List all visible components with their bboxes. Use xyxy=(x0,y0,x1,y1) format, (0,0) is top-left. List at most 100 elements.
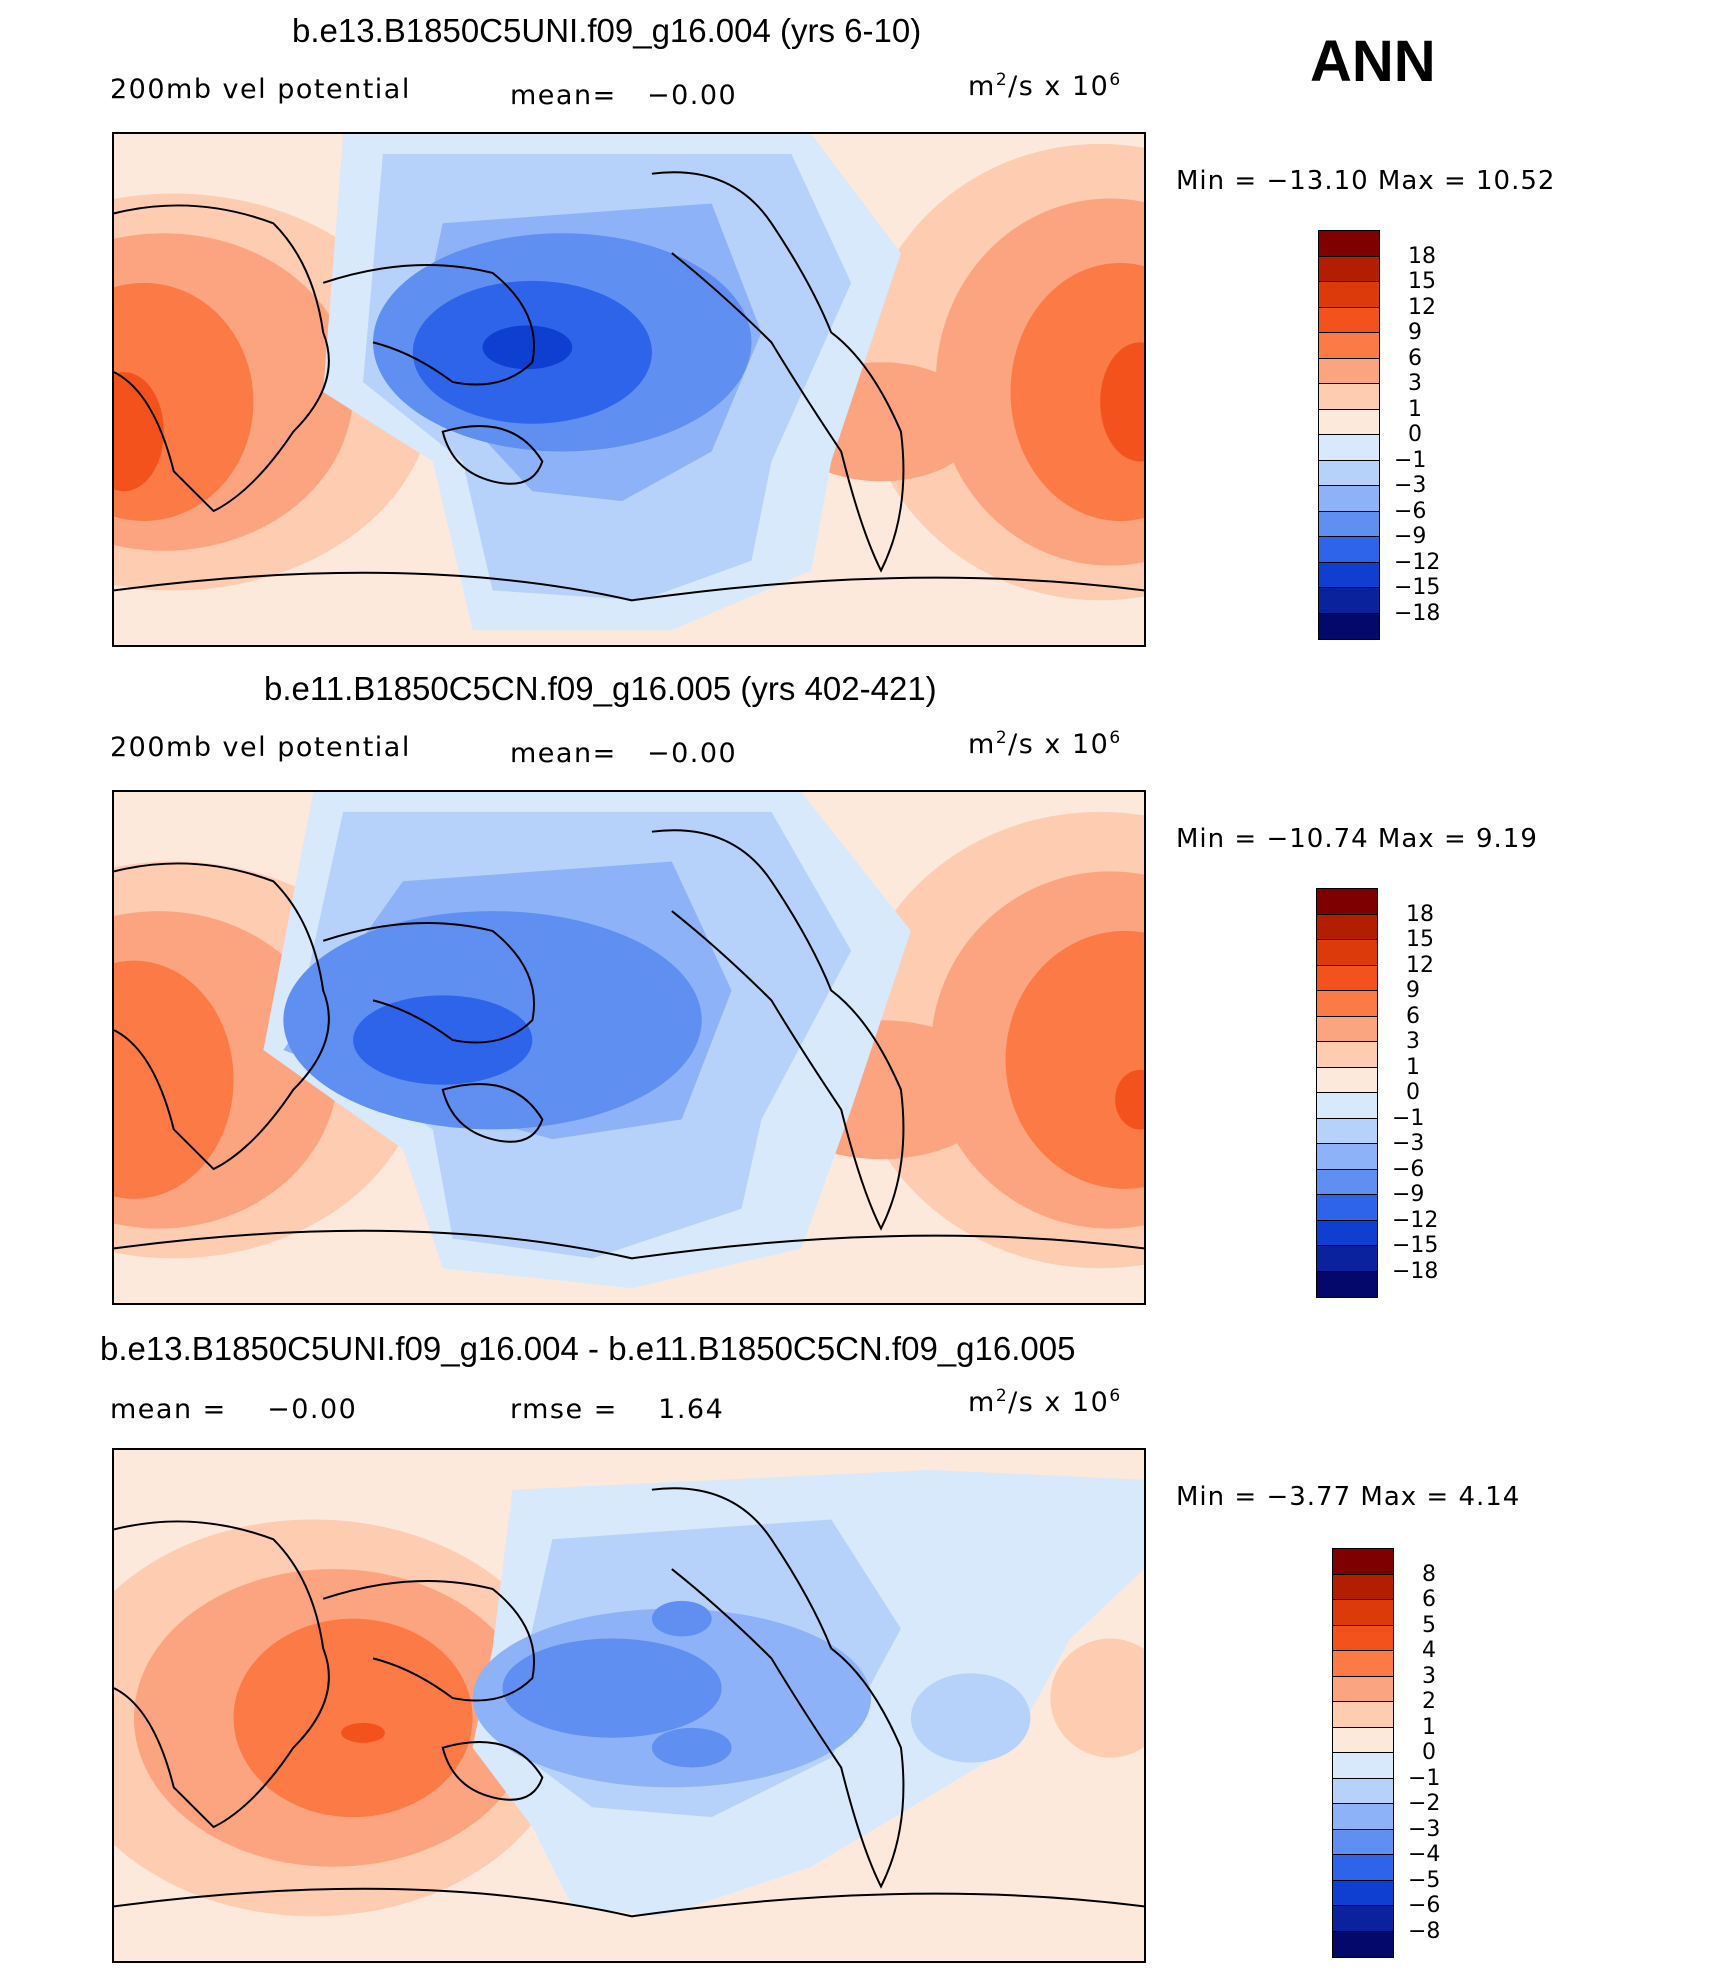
panel-2-variable-label: 200mb vel potential xyxy=(110,732,411,763)
panel-1-mean-label: mean= xyxy=(510,80,617,111)
colorbar-swatch xyxy=(1316,1270,1378,1298)
colorbar-swatch xyxy=(1318,536,1380,563)
panel-3-title: b.e13.B1850C5UNI.f09_g16.004 - b.e11.B18… xyxy=(100,1330,1076,1367)
colorbar-level-label: −6 xyxy=(1392,1156,1425,1182)
colorbar-swatch xyxy=(1318,485,1380,512)
colorbar-swatch xyxy=(1332,1650,1394,1677)
colorbar-level-label: −8 xyxy=(1408,1918,1441,1944)
colorbar-swatch xyxy=(1318,281,1380,308)
colorbar-level-label: 0 xyxy=(1406,1080,1420,1105)
panel-3-colorbar: 8 6 5 4 3 2 1 0 −1 −2 −3 −4 −5 −6 −8 xyxy=(1332,1548,1482,1958)
colorbar-swatch xyxy=(1318,561,1380,589)
colorbar-level-label: 9 xyxy=(1406,978,1420,1003)
colorbar-level-label: 15 xyxy=(1406,927,1434,952)
colorbar-swatch xyxy=(1318,612,1380,640)
panel-2-mean: mean= −0.00 xyxy=(510,738,737,769)
colorbar-swatch xyxy=(1332,1726,1394,1754)
colorbar-level-label: −12 xyxy=(1394,549,1441,575)
colorbar-level-label: −1 xyxy=(1392,1105,1425,1131)
colorbar-level-label: −1 xyxy=(1394,447,1427,473)
colorbar-level-label: −4 xyxy=(1408,1842,1441,1867)
colorbar-level-label: −3 xyxy=(1394,473,1427,498)
colorbar-level-label: 0 xyxy=(1422,1740,1436,1765)
panel-1-colorbar: 18 15 12 9 6 3 1 0 −1 −3 −6 −9 −12 −15 −18 xyxy=(1318,230,1468,640)
panel-2-map xyxy=(112,790,1146,1305)
colorbar-level-label: 1 xyxy=(1422,1714,1436,1740)
panel-2-units: m2/s x 106 xyxy=(968,728,1122,760)
colorbar-level-label: 12 xyxy=(1406,952,1434,978)
colorbar-swatch xyxy=(1332,1803,1394,1830)
colorbar-level-label: −6 xyxy=(1408,1893,1441,1918)
panel-1-map xyxy=(112,132,1146,647)
colorbar-level-label: 3 xyxy=(1408,371,1422,396)
panel-3-map xyxy=(112,1448,1146,1963)
panel-3-mean-value: −0.00 xyxy=(267,1394,358,1425)
colorbar-level-label: 6 xyxy=(1406,1003,1420,1029)
colorbar-swatch xyxy=(1332,1930,1394,1958)
colorbar-swatch xyxy=(1316,1143,1378,1170)
colorbar-level-label: −15 xyxy=(1394,575,1441,600)
colorbar-swatch xyxy=(1332,1573,1394,1601)
colorbar-swatch xyxy=(1332,1752,1394,1779)
colorbar-level-label: −12 xyxy=(1392,1207,1439,1233)
panel-3-mean: mean = −0.00 xyxy=(110,1394,357,1425)
colorbar-level-label: −6 xyxy=(1394,498,1427,524)
panel-2-title: b.e11.B1850C5CN.f09_g16.005 (yrs 402-421… xyxy=(264,670,937,707)
colorbar-level-label: 9 xyxy=(1408,320,1422,345)
colorbar-swatch xyxy=(1318,332,1380,359)
season-label: ANN xyxy=(1310,29,1436,94)
colorbar-swatch xyxy=(1316,990,1378,1017)
colorbar-level-label: 18 xyxy=(1406,901,1434,927)
panel-3-minmax: Min = −3.77 Max = 4.14 xyxy=(1176,1482,1521,1512)
colorbar-swatch xyxy=(1332,1777,1394,1805)
colorbar-level-label: 3 xyxy=(1422,1663,1436,1689)
colorbar-swatch xyxy=(1316,1066,1378,1094)
colorbar-level-label: 0 xyxy=(1408,422,1422,447)
colorbar-swatch xyxy=(1316,1168,1378,1196)
colorbar-swatch xyxy=(1318,510,1380,538)
colorbar-swatch xyxy=(1332,1854,1394,1881)
colorbar-swatch xyxy=(1316,1219,1378,1247)
panel-1-mean-value: −0.00 xyxy=(646,80,738,111)
colorbar-swatch xyxy=(1316,1092,1378,1119)
colorbar-swatch xyxy=(1318,587,1380,614)
colorbar-swatch xyxy=(1318,357,1380,385)
panel-3-mean-label: mean = xyxy=(110,1394,227,1425)
panel-3-units: m2/s x 106 xyxy=(968,1386,1122,1418)
colorbar-swatch xyxy=(1318,434,1380,461)
colorbar-swatch xyxy=(1316,939,1378,966)
colorbar-swatch xyxy=(1332,1599,1394,1626)
colorbar-level-label: −2 xyxy=(1408,1791,1441,1816)
panel-1-variable-label: 200mb vel potential xyxy=(110,74,411,105)
colorbar-level-label: −9 xyxy=(1394,524,1427,549)
colorbar-level-label: 8 xyxy=(1422,1561,1436,1587)
colorbar-level-label: −3 xyxy=(1408,1816,1441,1842)
panel-2-mean-label: mean= xyxy=(510,738,617,769)
colorbar-level-label: 4 xyxy=(1422,1638,1436,1663)
colorbar-level-label: −18 xyxy=(1392,1258,1439,1284)
panel-2-minmax: Min = −10.74 Max = 9.19 xyxy=(1176,824,1538,854)
colorbar-swatch xyxy=(1332,1828,1394,1856)
colorbar-level-label: 5 xyxy=(1422,1612,1436,1638)
colorbar-level-label: 1 xyxy=(1408,396,1422,422)
panel-1-units: m2/s x 106 xyxy=(968,70,1122,102)
colorbar-swatch xyxy=(1332,1701,1394,1728)
colorbar-swatch xyxy=(1316,1117,1378,1145)
panel-3-rmse-value: 1.64 xyxy=(658,1394,725,1425)
panel-3-rmse: rmse = 1.64 xyxy=(510,1394,724,1425)
panel-1-minmax: Min = −13.10 Max = 10.52 xyxy=(1176,166,1556,196)
panel-1-title: b.e13.B1850C5UNI.f09_g16.004 (yrs 6-10) xyxy=(292,12,922,49)
colorbar-level-label: −9 xyxy=(1392,1182,1425,1207)
colorbar-level-label: −15 xyxy=(1392,1233,1439,1258)
colorbar-swatch xyxy=(1332,1905,1394,1932)
colorbar-swatch xyxy=(1318,408,1380,436)
colorbar-swatch xyxy=(1318,459,1380,487)
colorbar-swatch xyxy=(1316,888,1378,915)
panel-2-mean-value: −0.00 xyxy=(646,738,738,769)
colorbar-level-label: −18 xyxy=(1394,600,1441,626)
colorbar-swatch xyxy=(1332,1624,1394,1652)
colorbar-level-label: 2 xyxy=(1422,1689,1436,1714)
colorbar-level-label: 1 xyxy=(1406,1054,1420,1080)
colorbar-level-label: 6 xyxy=(1408,345,1422,371)
panel-3-rmse-label: rmse = xyxy=(510,1394,618,1425)
